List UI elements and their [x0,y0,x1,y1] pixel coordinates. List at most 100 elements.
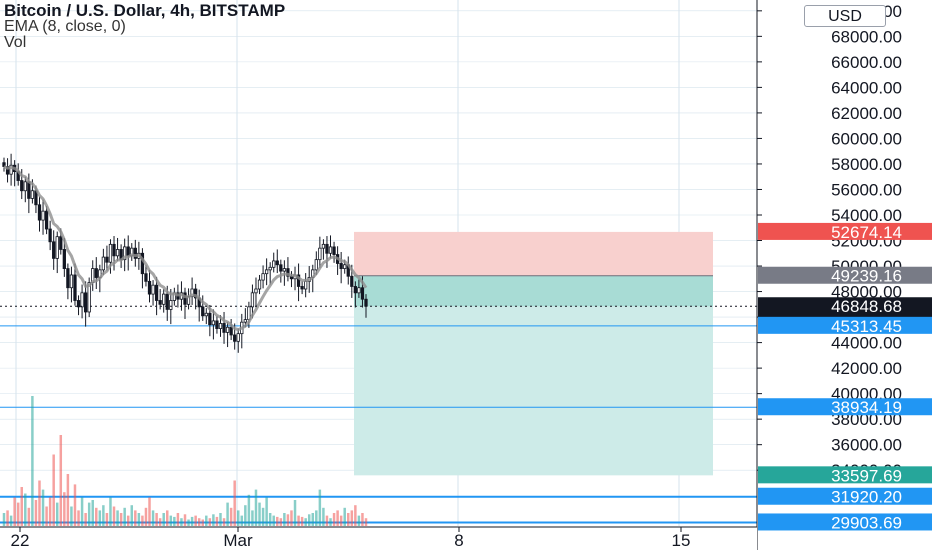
volume-bar [80,497,84,526]
volume-bar [84,513,87,526]
candle-body [233,334,237,342]
price-tag-background [758,222,932,240]
volume-bar [63,492,66,526]
volume-bar [73,484,77,526]
price-tag-label: 49239.16 [831,267,902,286]
volume-bar [233,480,236,526]
candle-body [225,326,230,333]
volume-bar [247,494,251,526]
candle-body [87,282,91,313]
take-profit-zone[interactable] [354,275,713,476]
candle-body [236,333,240,342]
volume-bar [251,510,254,526]
volume-bar [20,487,23,526]
volume-bar [119,513,123,526]
candle-body [286,268,290,277]
price-tag-background [758,513,932,531]
candle [52,230,56,270]
candle [66,263,70,300]
price-axis[interactable]: 70000.0068000.0066000.0064000.0062000.00… [756,0,932,550]
volume-bar [102,505,105,526]
volume-bar [332,513,336,526]
candle-body [353,286,357,294]
candle [300,281,304,295]
volume-bar [59,435,63,526]
price-tag[interactable]: 29903.69 [758,513,932,532]
volume-bar [162,513,165,526]
candle-body [364,298,368,307]
volume-bar [307,514,311,526]
price-tag-background [758,398,932,416]
candle-body [162,293,166,305]
price-tick-label: 68000.00 [831,27,902,46]
candle-body [296,274,301,287]
candle [130,243,134,261]
volume-bar [240,515,244,526]
volume-bar [105,513,109,526]
price-tag[interactable]: 52674.14 [758,222,932,242]
candle [44,206,49,235]
candle-body [80,292,84,308]
volume-bar [24,493,27,526]
candle [332,241,336,263]
volume-bar [318,489,322,526]
candle-body [66,268,70,289]
candle [289,271,294,288]
candle [119,244,123,268]
candle [211,309,216,340]
candle-body [300,286,304,290]
candle [151,280,155,306]
volume-bar [279,518,283,526]
legend-vol[interactable]: Vol [4,34,27,51]
volume-bar [226,502,229,526]
volume-bar [176,513,180,526]
candle [275,249,279,274]
price-tick-label: 58000.00 [831,155,902,174]
volume-bar [187,519,190,526]
candle-body [55,236,59,259]
short-position-tool[interactable] [354,231,713,476]
candle [76,295,81,316]
volume-bar [268,513,272,526]
price-tag[interactable]: 33597.69 [758,466,932,485]
volume-bar [38,480,41,526]
price-tag-label: 29903.69 [831,513,902,532]
price-tag[interactable]: 38934.19 [758,398,932,417]
price-tag[interactable]: 49239.16 [758,266,932,286]
volume-bar [258,502,261,526]
candle-body [62,249,66,269]
legend-ema[interactable]: EMA (8, close, 0) [4,18,126,35]
candle-body [101,256,106,271]
stop-loss-zone[interactable] [354,231,713,276]
candle [268,262,272,285]
candle [240,313,244,349]
candle-body [360,287,365,300]
price-tag[interactable]: 45313.45 [758,316,932,336]
volume-bar [194,515,197,526]
candle [339,251,343,284]
price-tag-label: 46848.68 [831,297,902,316]
volume-bar [70,506,73,526]
candle [94,257,98,290]
candle-body [229,326,233,336]
time-axis[interactable]: 22 Mar 8 15 [0,526,757,550]
candle [318,236,322,268]
candle-body [158,300,162,305]
volume-bar [357,515,361,526]
time-tick-label: 8 [454,531,463,550]
currency-button[interactable]: USD [804,5,886,27]
price-tick-label: 44000.00 [831,334,902,353]
volume-bar [148,497,151,526]
volume-bar [126,515,130,526]
candle-body [215,320,219,329]
volume-bar [286,514,290,526]
price-tag[interactable]: 31920.20 [758,487,932,507]
candle [140,248,145,289]
volume-bar [27,507,31,526]
candle-body [154,284,159,301]
candle-body [211,320,216,326]
candle-body [339,263,343,269]
volume-bar [34,500,38,526]
candle [144,265,148,287]
